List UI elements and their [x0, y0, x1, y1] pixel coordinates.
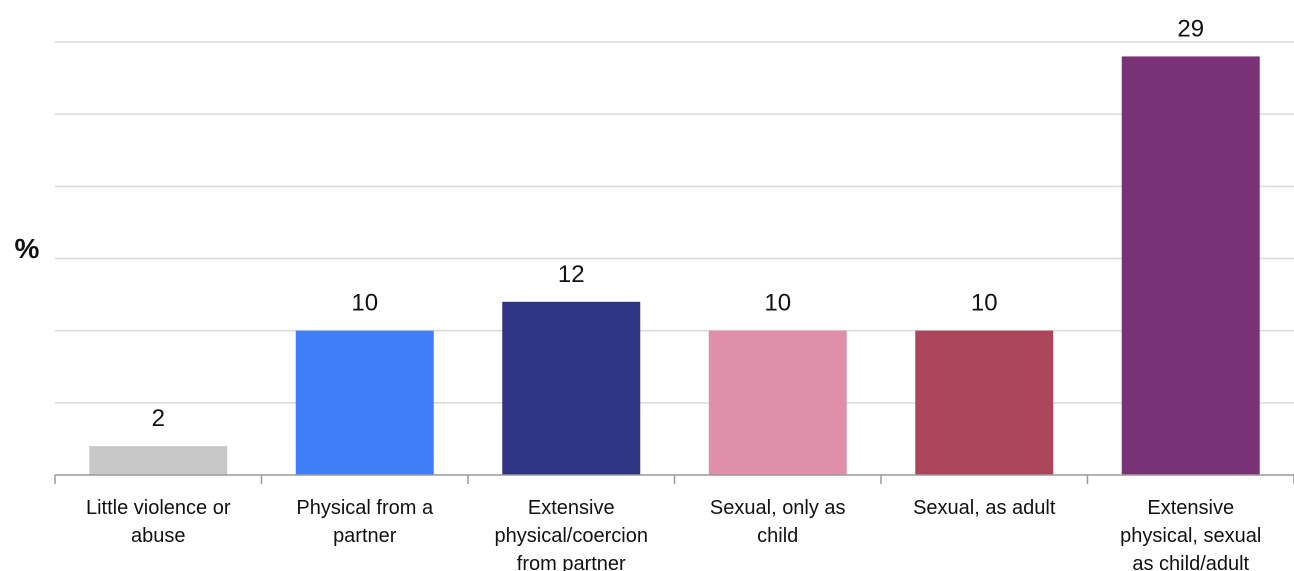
x-tick-label: Extensive physical/coercion from partner	[495, 497, 648, 571]
bar	[89, 446, 228, 475]
y-axis-label: %	[15, 233, 40, 264]
x-tick-label: Extensive physical, sexual as child/adult	[1120, 497, 1261, 571]
x-axis-ticks	[54, 475, 1294, 484]
x-tick-label: Little violence or abuse	[86, 497, 231, 547]
x-tick-label: Sexual, as adult	[913, 497, 1056, 519]
data-label: 10	[764, 290, 791, 317]
category-labels: Little violence or abuse Physical from a pa…	[86, 497, 1261, 571]
bar	[915, 330, 1054, 475]
bar	[708, 330, 847, 475]
bar	[502, 301, 641, 475]
value-labels: 2 10 12 10 10 29	[152, 15, 1205, 432]
bar	[1121, 56, 1260, 475]
data-label: 29	[1177, 15, 1204, 42]
x-tick-label: Physical from a partner	[296, 497, 434, 547]
data-label: 12	[558, 261, 585, 288]
bars	[89, 56, 1260, 475]
bar	[295, 330, 434, 475]
data-label: 10	[351, 290, 378, 317]
data-label: 2	[152, 405, 165, 432]
gridlines	[55, 41, 1294, 404]
x-tick-label: Sexual, only as child	[710, 497, 846, 547]
data-label: 10	[971, 290, 998, 317]
